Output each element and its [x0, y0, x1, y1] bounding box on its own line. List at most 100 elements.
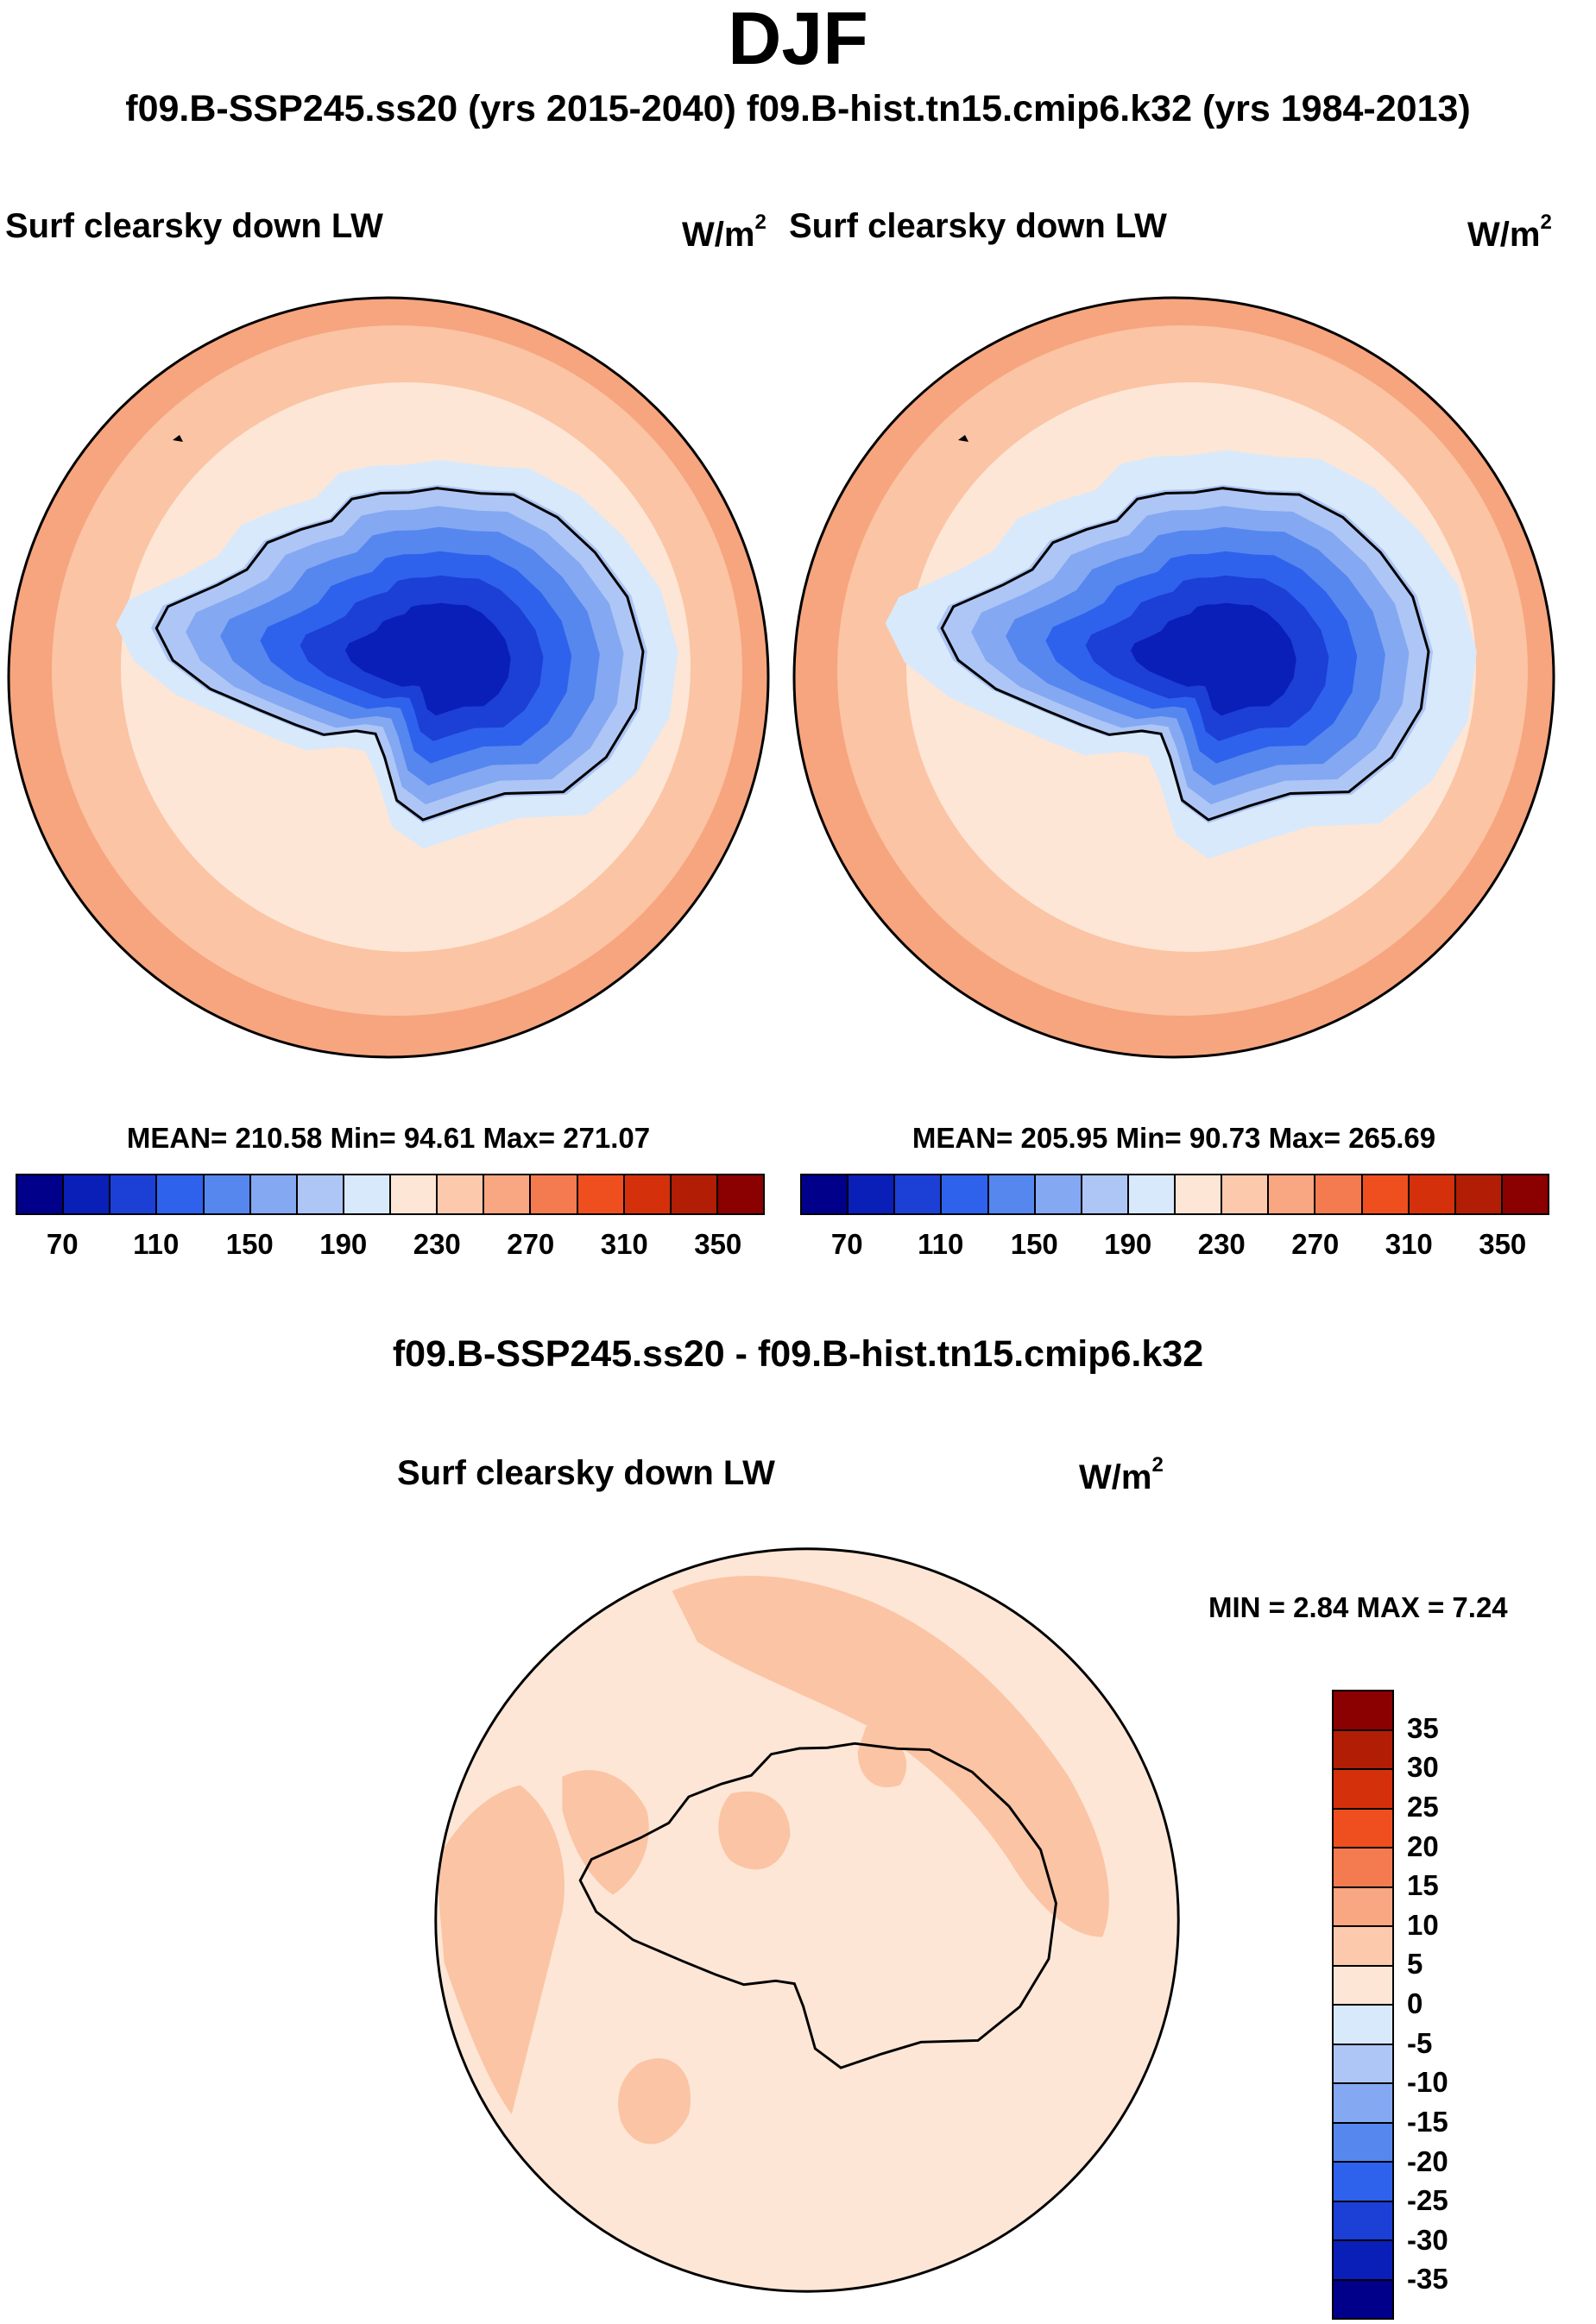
cbar3-swatch-14 [1334, 2201, 1392, 2241]
colorbar-tick-label: 110 [133, 1228, 180, 1260]
panel2-island [958, 435, 968, 442]
cbar1-swatch-2 [64, 1175, 111, 1213]
colorbar-tick-label: 70 [46, 1228, 79, 1260]
panel1-units: W/m2 [682, 211, 766, 254]
panel3-map-border [434, 1547, 1180, 2293]
diff-title: f09.B-SSP245.ss20 - f09.B-hist.tn15.cmip… [392, 1333, 1204, 1375]
colorbar-tick-label: -25 [1407, 2184, 1448, 2217]
colorbar-tick-label: 270 [507, 1228, 555, 1260]
colorbar-tick-label: 110 [918, 1228, 964, 1260]
cbar2-swatch-8 [1128, 1175, 1176, 1213]
colorbar-tick-label: 35 [1407, 1711, 1439, 1744]
cbar3-swatch-2 [1334, 1730, 1392, 1770]
cbar3-swatch-15 [1334, 2241, 1392, 2281]
panel3-contour-5-10-patch-1 [672, 1575, 1109, 1937]
cbar3-swatch-7 [1334, 1927, 1392, 1967]
colorbar-tick-label: 5 [1407, 1948, 1423, 1981]
cbar3-swatch-9 [1334, 2006, 1392, 2045]
cbar2-swatch-3 [895, 1175, 943, 1213]
cbar2-swatch-12 [1315, 1175, 1363, 1213]
colorbar-tick-label: -15 [1407, 2105, 1448, 2138]
colorbar-tick-label: 350 [694, 1228, 742, 1260]
colorbar-tick-label: 150 [225, 1228, 274, 1260]
cbar1-swatch-1 [17, 1175, 65, 1213]
panel3-contour-5-10-patch-6 [618, 2058, 691, 2145]
panel1-map-border [7, 296, 770, 1059]
page-title: DJF [728, 0, 868, 80]
colorbar-tick-label: 310 [600, 1228, 648, 1260]
cbar3-swatch-12 [1334, 2123, 1392, 2163]
cbar1-swatch-15 [671, 1175, 718, 1213]
panel1-contour-level-6 [345, 602, 511, 716]
panel1-colorbar [16, 1174, 765, 1215]
colorbar-tick-label: 70 [830, 1228, 863, 1260]
panel1-map [7, 296, 770, 1059]
colorbar-tick-label: 190 [1104, 1228, 1152, 1260]
cbar1-swatch-14 [624, 1175, 672, 1213]
cbar2-swatch-13 [1362, 1175, 1410, 1213]
cbar2-swatch-14 [1409, 1175, 1456, 1213]
panel2-contour-level-6 [1131, 602, 1296, 716]
panel1-stats: MEAN= 210.58 Min= 94.61 Max= 271.07 [126, 1122, 651, 1154]
colorbar-tick-label: -10 [1407, 2066, 1448, 2099]
cbar1-swatch-8 [344, 1175, 391, 1213]
cbar3-swatch-13 [1334, 2163, 1392, 2202]
cbar3-swatch-10 [1334, 2044, 1392, 2084]
cbar2-swatch-1 [802, 1175, 849, 1213]
colorbar-tick-label: 350 [1479, 1228, 1527, 1260]
cbar3-swatch-5 [1334, 1848, 1392, 1888]
panel3-map [434, 1547, 1180, 2293]
colorbar-tick-label: -35 [1407, 2263, 1448, 2296]
panel1-coastline [155, 487, 645, 822]
cbar2-swatch-15 [1455, 1175, 1503, 1213]
cbar1-swatch-13 [577, 1175, 625, 1213]
cbar1-swatch-12 [531, 1175, 578, 1213]
colorbar-tick-label: 270 [1291, 1228, 1340, 1260]
colorbar-tick-label: 150 [1010, 1228, 1058, 1260]
panel1-island [173, 435, 183, 442]
cbar1-swatch-9 [391, 1175, 438, 1213]
cbar3-swatch-3 [1334, 1770, 1392, 1810]
cbar3-swatch-6 [1334, 1887, 1392, 1927]
panel2-units: W/m2 [1467, 211, 1552, 254]
cbar2-swatch-4 [942, 1175, 989, 1213]
panel2-title: Surf clearsky down LW [789, 207, 1167, 245]
cbar2-swatch-2 [848, 1175, 896, 1213]
cbar2-swatch-9 [1176, 1175, 1223, 1213]
cbar3-swatch-11 [1334, 2084, 1392, 2124]
cbar1-swatch-6 [250, 1175, 298, 1213]
page-subtitle: f09.B-SSP245.ss20 (yrs 2015-2040) f09.B-… [125, 88, 1471, 129]
panel3-contour-5-10-patch-2 [435, 1785, 565, 2114]
panel3-island [495, 1628, 505, 1635]
colorbar-tick-label: 25 [1407, 1790, 1439, 1823]
panel3-contour-5-10-patch-4 [718, 1791, 791, 1870]
cbar2-swatch-5 [988, 1175, 1036, 1213]
cbar2-swatch-16 [1502, 1175, 1548, 1213]
panel2-map [792, 296, 1555, 1059]
cbar3-swatch-4 [1334, 1809, 1392, 1848]
cbar3-swatch-16 [1334, 2280, 1392, 2318]
colorbar-tick-label: 30 [1407, 1751, 1439, 1784]
cbar2-swatch-7 [1082, 1175, 1129, 1213]
panel3-title: Surf clearsky down LW [397, 1454, 775, 1492]
panel3-contour-5-10-patch-3 [562, 1770, 649, 1895]
panel3-coastline [578, 1741, 1057, 2069]
panel2-map-border [792, 296, 1555, 1059]
panel3-contour-5-10-patch-5 [857, 1726, 907, 1788]
panel2-colorbar [800, 1174, 1549, 1215]
colorbar-tick-label: 230 [1197, 1228, 1246, 1260]
cbar1-swatch-7 [297, 1175, 344, 1213]
colorbar-tick-label: 20 [1407, 1830, 1439, 1862]
colorbar-tick-label: -5 [1407, 2026, 1433, 2059]
colorbar-tick-label: 15 [1407, 1869, 1439, 1902]
cbar1-swatch-11 [484, 1175, 532, 1213]
cbar1-swatch-10 [438, 1175, 485, 1213]
cbar2-swatch-10 [1222, 1175, 1270, 1213]
cbar3-swatch-8 [1334, 1966, 1392, 2006]
panel1-title: Surf clearsky down LW [5, 207, 383, 245]
colorbar-tick-label: 190 [319, 1228, 368, 1260]
panel2-coastline [940, 487, 1430, 822]
cbar1-swatch-4 [157, 1175, 205, 1213]
colorbar-tick-label: 230 [413, 1228, 461, 1260]
panel3-stats: MIN = 2.84 MAX = 7.24 [1208, 1591, 1508, 1623]
